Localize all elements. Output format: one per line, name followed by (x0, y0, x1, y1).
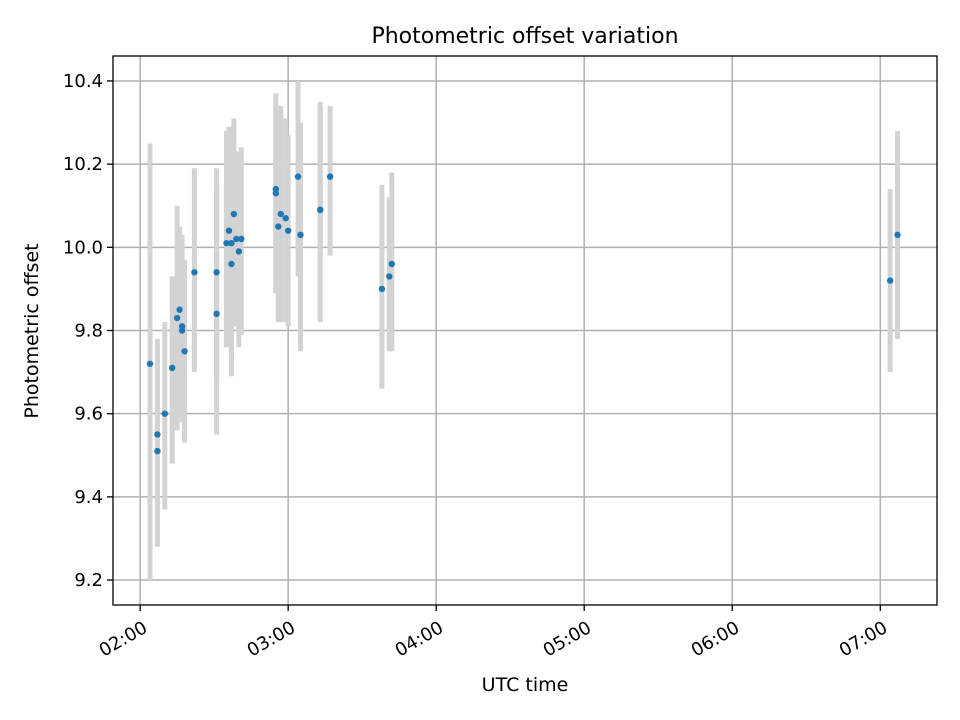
y-tick-label: 10.2 (63, 154, 103, 175)
data-point (326, 173, 334, 180)
data-point (154, 447, 161, 455)
data-point (191, 269, 198, 276)
y-tick-label: 9.6 (74, 404, 103, 425)
y-tick-label: 9.8 (74, 321, 103, 342)
y-axis-label: Photometric offset (21, 243, 43, 418)
data-point (378, 285, 386, 293)
data-point (282, 215, 289, 222)
data-point (317, 206, 324, 214)
x-tick-label: 07:00 (836, 617, 891, 661)
data-point (230, 210, 238, 218)
data-point (228, 260, 235, 268)
data-point (178, 327, 186, 334)
y-tick-label: 9.4 (74, 487, 103, 508)
data-point (176, 306, 183, 313)
data-point (154, 431, 161, 438)
x-tick-label: 06:00 (688, 617, 743, 661)
data-point (275, 223, 282, 230)
data-point (228, 239, 235, 247)
data-point (169, 364, 176, 372)
data-point (161, 410, 169, 417)
data-point (388, 260, 395, 268)
data-point (294, 173, 302, 180)
data-point (886, 277, 894, 284)
data-point (277, 210, 284, 218)
grid (113, 56, 937, 605)
axis-ticks: 02:00 03:00 04:00 05:00 06:00 07:00 9.2 9.4 9.6 9… (63, 71, 891, 661)
data-point (284, 227, 292, 234)
y-tick-label: 10.0 (63, 237, 103, 258)
data-point (146, 360, 154, 367)
data-point (233, 235, 240, 243)
data-point (235, 248, 243, 255)
y-tick-label: 10.4 (63, 71, 103, 92)
x-tick-label: 03:00 (244, 617, 299, 661)
chart-title: Photometric offset variation (371, 24, 678, 49)
x-tick-label: 04:00 (392, 617, 447, 661)
data-point (386, 273, 393, 280)
data-point (223, 239, 230, 247)
data-point (894, 231, 901, 239)
data-point (238, 235, 245, 243)
data-point (297, 231, 304, 239)
x-axis-label: UTC time (482, 674, 569, 696)
data-point (213, 269, 220, 276)
x-tick-label: 02:00 (96, 617, 151, 661)
data-points (146, 173, 901, 455)
y-tick-label: 9.2 (74, 570, 103, 591)
data-point (173, 314, 181, 322)
data-point (225, 227, 233, 234)
data-point (181, 348, 188, 355)
data-point (272, 190, 280, 197)
data-point (213, 310, 220, 318)
x-tick-label: 05:00 (540, 617, 595, 661)
